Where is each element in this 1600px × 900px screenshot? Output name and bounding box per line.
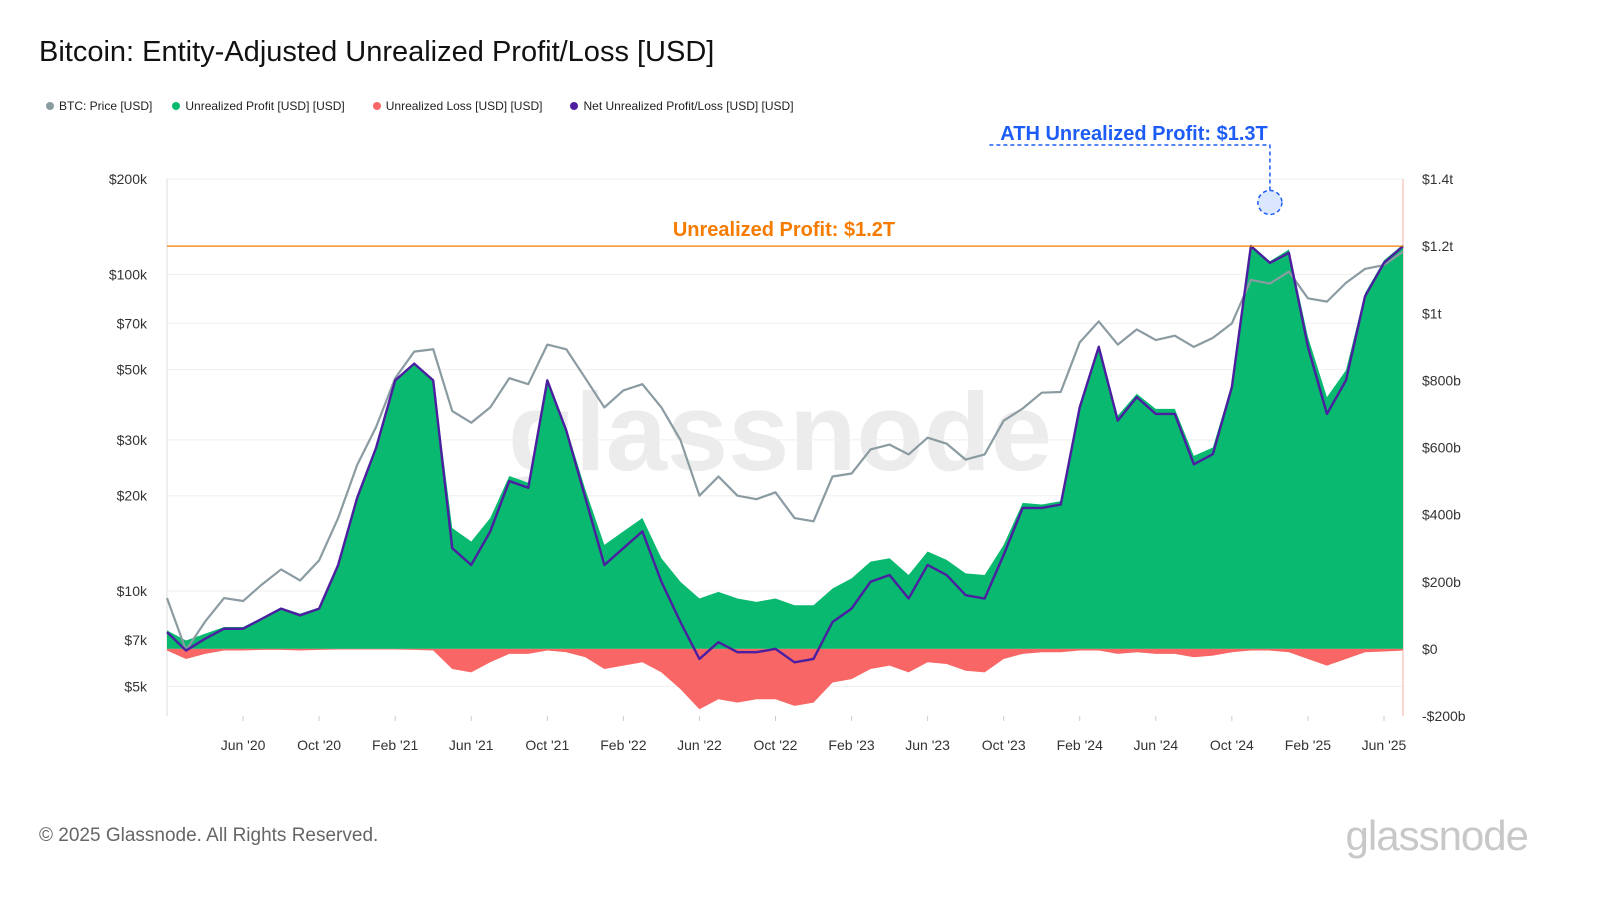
x-axis-tick-label: Oct '24	[1210, 737, 1254, 753]
right-axis-tick-label: -$200b	[1422, 708, 1466, 724]
glassnode-logo: glassnode	[1345, 812, 1529, 859]
x-axis-tick-label: Oct '21	[525, 737, 569, 753]
left-axis-tick-label: $50k	[117, 362, 148, 378]
right-axis-tick-label: $200b	[1422, 574, 1461, 590]
left-axis-tick-label: $30k	[117, 432, 148, 448]
legend-dot-icon	[46, 102, 54, 110]
unrealized-loss-area	[167, 648, 1403, 710]
right-axis-tick-label: $1.2t	[1422, 238, 1453, 254]
legend: BTC: Price [USD] Unrealized Profit [USD]…	[46, 99, 794, 113]
left-axis-tick-label: $20k	[117, 488, 148, 504]
legend-item-price[interactable]: BTC: Price [USD]	[46, 99, 152, 113]
left-axis-tick-label: $70k	[117, 315, 148, 331]
legend-dot-icon	[570, 102, 579, 110]
right-axis-tick-label: $1.4t	[1422, 171, 1453, 187]
x-axis-tick-label: Feb '24	[1057, 737, 1103, 753]
ath-marker	[1257, 189, 1283, 216]
x-axis-tick-label: Jun '21	[449, 737, 494, 753]
unrealized-profit-area	[167, 244, 1403, 649]
x-axis-tick-label: Jun '23	[905, 737, 950, 753]
x-axis-tick-label: Feb '23	[828, 737, 874, 753]
right-axis-tick-label: $400b	[1422, 507, 1461, 523]
legend-dot-icon	[172, 102, 181, 110]
x-axis-tick-label: Oct '23	[982, 737, 1026, 753]
right-axis-tick-label: $1t	[1422, 305, 1442, 321]
x-axis-tick-label: Jun '25	[1362, 737, 1407, 753]
x-axis-tick-label: Feb '25	[1285, 737, 1331, 753]
chart-title: Bitcoin: Entity-Adjusted Unrealized Prof…	[39, 36, 715, 68]
legend-item-net[interactable]: Net Unrealized Profit/Loss [USD] [USD]	[570, 99, 794, 113]
x-axis-tick-label: Oct '20	[297, 737, 341, 753]
left-axis-tick-label: $100k	[109, 266, 148, 282]
left-axis-tick-label: $200k	[109, 171, 148, 187]
net-unrealized-line	[166, 244, 1404, 664]
x-axis-tick-label: Jun '22	[677, 737, 722, 753]
legend-dot-icon	[372, 102, 381, 110]
left-axis-tick-label: $7k	[124, 632, 148, 648]
right-axis-tick-label: $0	[1422, 641, 1438, 657]
left-axis-tick-label: $5k	[124, 678, 148, 694]
x-axis-tick-label: Feb '21	[372, 737, 418, 753]
left-axis-tick-label: $10k	[117, 583, 148, 599]
ath-leader-line	[988, 144, 1271, 191]
right-axis-tick-label: $800b	[1422, 372, 1461, 388]
x-axis-tick-label: Oct '22	[754, 737, 798, 753]
x-axis-tick-label: Jun '24	[1133, 737, 1178, 753]
legend-item-profit[interactable]: Unrealized Profit [USD] [USD]	[172, 99, 345, 113]
btc-price-line	[165, 250, 1404, 652]
x-axis-tick-label: Feb '22	[600, 737, 646, 753]
right-axis-tick-label: $600b	[1422, 440, 1461, 456]
legend-label: BTC: Price [USD]	[59, 99, 153, 113]
legend-item-loss[interactable]: Unrealized Loss [USD] [USD]	[372, 99, 543, 113]
copyright: © 2025 Glassnode. All Rights Reserved.	[39, 825, 379, 846]
x-axis-tick-label: Jun '20	[221, 737, 266, 753]
legend-label: Net Unrealized Profit/Loss [USD] [USD]	[583, 99, 794, 113]
legend-label: Unrealized Profit [USD] [USD]	[185, 99, 345, 113]
legend-label: Unrealized Loss [USD] [USD]	[385, 99, 543, 113]
ath-label: ATH Unrealized Profit: $1.3T	[1000, 123, 1267, 145]
watermark: glassnode	[508, 371, 1052, 494]
profit-level-label: Unrealized Profit: $1.2T	[673, 219, 895, 241]
